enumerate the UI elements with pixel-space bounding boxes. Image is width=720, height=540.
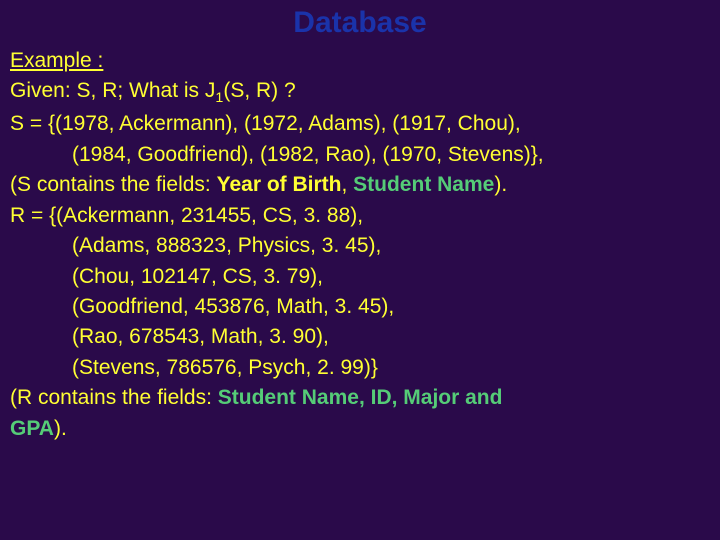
r-set-line6: (Stevens, 786576, Psych, 2. 99)} [10, 353, 710, 383]
s-field-year: Year of Birth [217, 173, 342, 196]
r-gpa: GPA [10, 417, 54, 440]
given-prefix: Given: S, R; What is J [10, 79, 215, 102]
example-label: Example : [10, 46, 710, 76]
r-contains-prefix: (R contains the fields: [10, 386, 218, 409]
s-contains-suffix: ). [494, 173, 507, 196]
title-text: Database [293, 6, 426, 39]
s-sep: , [341, 173, 353, 196]
s-set-line2: (1984, Goodfriend), (1982, Rao), (1970, … [10, 140, 710, 170]
r-set-line2: (Adams, 888323, Physics, 3. 45), [10, 231, 710, 261]
r-contains-suffix: ). [54, 417, 67, 440]
slide-body: Example : Given: S, R; What is J1(S, R) … [10, 46, 710, 444]
r-set-line5: (Rao, 678543, Math, 3. 90), [10, 322, 710, 352]
r-set-line4: (Goodfriend, 453876, Math, 3. 45), [10, 292, 710, 322]
r-contains-line: (R contains the fields: Student Name, ID… [10, 383, 710, 413]
given-line: Given: S, R; What is J1(S, R) ? [10, 76, 710, 109]
r-contains-line2: GPA). [10, 414, 710, 444]
r-set-line1: R = {(Ackermann, 231455, CS, 3. 88), [10, 201, 710, 231]
r-fields: Student Name, ID, Major and [218, 386, 503, 409]
s-set-line1: S = {(1978, Ackermann), (1972, Adams), (… [10, 109, 710, 139]
s-contains-line: (S contains the fields: Year of Birth, S… [10, 170, 710, 200]
example-text: Example : [10, 49, 103, 72]
slide-title: Database [10, 6, 710, 40]
s-field-name: Student Name [353, 173, 494, 196]
s-contains-prefix: (S contains the fields: [10, 173, 217, 196]
r-set-line3: (Chou, 102147, CS, 3. 79), [10, 262, 710, 292]
given-suffix: (S, R) ? [223, 79, 295, 102]
